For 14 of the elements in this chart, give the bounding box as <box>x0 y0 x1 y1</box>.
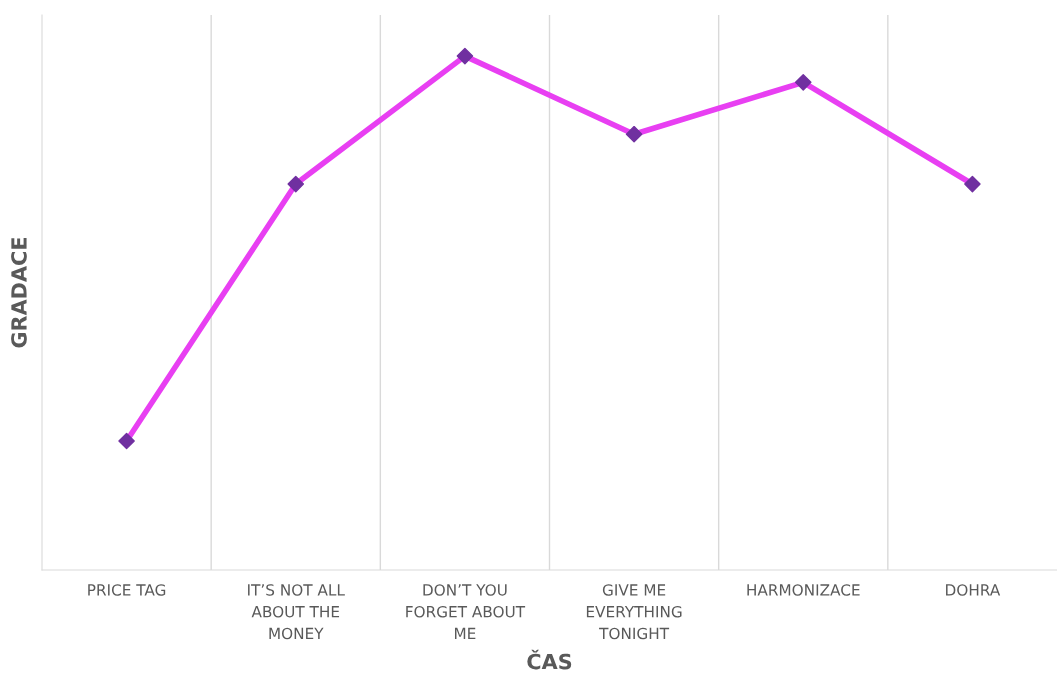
x-tick-label: DON’T YOU FORGET ABOUT ME <box>406 584 526 639</box>
point <box>625 125 643 143</box>
point <box>287 175 305 193</box>
x-tick-label: HARMONIZACE <box>747 584 860 596</box>
point <box>118 432 135 450</box>
x-tick-label: PRICE TAG <box>88 584 166 596</box>
point <box>456 47 474 65</box>
y-axis-title: GRADACE <box>11 237 27 348</box>
x-tick-label: GIVE ME EVERYTHING TONIGHT <box>586 584 682 640</box>
x-tick-label: IT’S NOT ALL ABOUT THE MONEY <box>248 584 345 640</box>
point <box>794 74 812 91</box>
point <box>964 175 981 193</box>
x-axis-title: ČAS <box>527 649 572 670</box>
x-tick-label: DOHRA <box>946 584 1001 596</box>
